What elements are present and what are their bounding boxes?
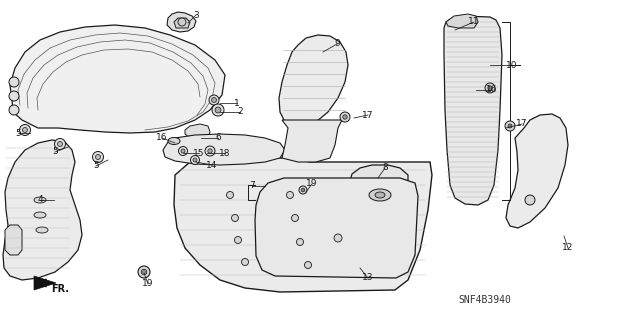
Ellipse shape xyxy=(34,197,46,203)
Polygon shape xyxy=(174,18,190,28)
Text: 5: 5 xyxy=(52,147,58,157)
Circle shape xyxy=(305,262,312,269)
Polygon shape xyxy=(446,14,478,28)
Circle shape xyxy=(291,214,298,221)
Circle shape xyxy=(191,155,200,165)
Text: 19: 19 xyxy=(307,180,317,189)
Text: 4: 4 xyxy=(37,196,43,204)
Circle shape xyxy=(193,158,197,162)
Text: 12: 12 xyxy=(563,243,573,253)
Polygon shape xyxy=(174,158,432,292)
Circle shape xyxy=(19,124,31,136)
Text: 10: 10 xyxy=(506,61,518,70)
Text: 11: 11 xyxy=(468,18,480,26)
Circle shape xyxy=(232,214,239,221)
Ellipse shape xyxy=(34,212,46,218)
Circle shape xyxy=(54,138,65,150)
Polygon shape xyxy=(444,16,502,205)
Text: 7: 7 xyxy=(249,182,255,190)
Ellipse shape xyxy=(369,189,391,201)
Polygon shape xyxy=(34,276,56,290)
Circle shape xyxy=(287,191,294,198)
Text: 5: 5 xyxy=(93,161,99,170)
Circle shape xyxy=(340,112,350,122)
Circle shape xyxy=(208,149,212,153)
Text: 17: 17 xyxy=(362,110,374,120)
Circle shape xyxy=(93,152,104,162)
Text: 15: 15 xyxy=(193,149,205,158)
Circle shape xyxy=(299,186,307,194)
Circle shape xyxy=(301,188,305,192)
Circle shape xyxy=(178,18,186,26)
Polygon shape xyxy=(279,35,348,128)
Circle shape xyxy=(508,124,512,128)
Polygon shape xyxy=(506,114,568,228)
Circle shape xyxy=(9,105,19,115)
Circle shape xyxy=(209,95,219,105)
Circle shape xyxy=(525,195,535,205)
Polygon shape xyxy=(255,178,418,278)
Text: 8: 8 xyxy=(382,164,388,173)
Text: 17: 17 xyxy=(516,120,528,129)
Circle shape xyxy=(9,91,19,101)
Text: 3: 3 xyxy=(193,11,199,19)
Circle shape xyxy=(181,149,185,153)
Polygon shape xyxy=(10,25,225,133)
Polygon shape xyxy=(282,120,342,162)
Circle shape xyxy=(505,121,515,131)
Circle shape xyxy=(234,236,241,243)
Text: 18: 18 xyxy=(220,149,231,158)
Circle shape xyxy=(212,104,224,116)
Ellipse shape xyxy=(36,227,48,233)
Circle shape xyxy=(9,77,19,87)
Circle shape xyxy=(334,234,342,242)
Text: 13: 13 xyxy=(362,273,374,283)
Text: SNF4B3940: SNF4B3940 xyxy=(458,295,511,305)
Polygon shape xyxy=(163,134,285,165)
Polygon shape xyxy=(167,12,196,32)
Text: 6: 6 xyxy=(215,133,221,143)
Circle shape xyxy=(241,258,248,265)
Circle shape xyxy=(211,98,216,102)
Text: 19: 19 xyxy=(142,279,154,288)
Circle shape xyxy=(343,115,347,119)
Polygon shape xyxy=(348,165,408,228)
Circle shape xyxy=(205,146,215,156)
Text: 16: 16 xyxy=(486,85,498,94)
Ellipse shape xyxy=(168,137,180,145)
Circle shape xyxy=(215,107,221,113)
Polygon shape xyxy=(3,140,82,280)
Text: 5: 5 xyxy=(15,129,21,137)
Circle shape xyxy=(58,142,63,146)
Circle shape xyxy=(141,269,147,275)
Circle shape xyxy=(227,191,234,198)
Polygon shape xyxy=(5,225,22,255)
Text: FR.: FR. xyxy=(51,284,69,294)
Text: 9: 9 xyxy=(334,40,340,48)
Text: 14: 14 xyxy=(206,160,218,169)
Circle shape xyxy=(179,146,188,155)
Circle shape xyxy=(95,154,100,160)
Text: 1: 1 xyxy=(234,99,240,108)
Polygon shape xyxy=(185,124,210,140)
Circle shape xyxy=(485,83,495,93)
Circle shape xyxy=(296,239,303,246)
Text: 16: 16 xyxy=(156,133,168,143)
Ellipse shape xyxy=(375,192,385,198)
Circle shape xyxy=(488,86,492,90)
Circle shape xyxy=(138,266,150,278)
Circle shape xyxy=(22,128,28,132)
Text: 2: 2 xyxy=(237,108,243,116)
